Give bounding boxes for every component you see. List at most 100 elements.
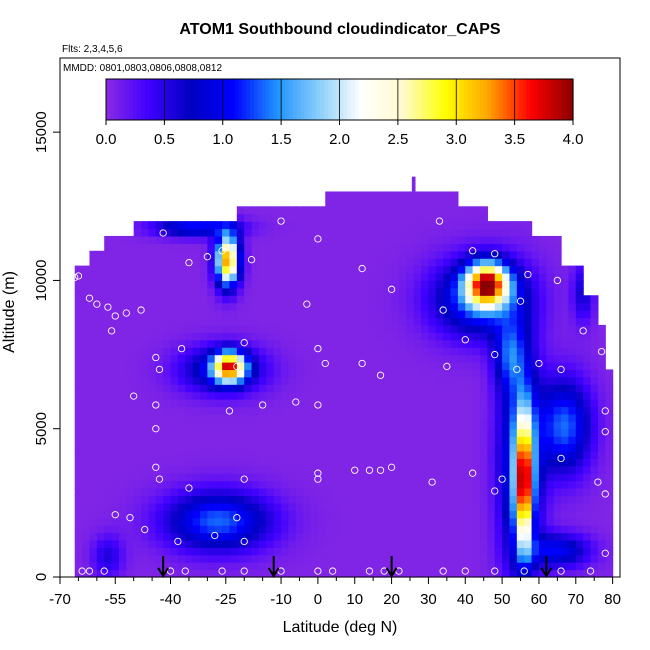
heat-cell [421, 354, 430, 363]
heat-cell [502, 221, 511, 230]
sample-point [524, 270, 532, 279]
heat-cell [266, 436, 275, 445]
heat-cell [398, 295, 407, 304]
heat-cell [398, 480, 407, 489]
heat-cell [214, 480, 223, 489]
heat-cell [524, 310, 533, 319]
heat-cell [82, 502, 91, 511]
heat-cell [421, 539, 430, 548]
colorbar-segment [397, 79, 403, 120]
heat-cell [74, 547, 83, 556]
heat-cell [509, 280, 518, 289]
colorbar-segment [432, 79, 438, 120]
heat-cell [546, 339, 555, 348]
heat-cell [177, 458, 186, 467]
heat-cell [310, 562, 319, 571]
heat-cell [524, 235, 533, 244]
heat-cell [74, 436, 83, 445]
heat-cell [575, 295, 584, 304]
heat-cell [104, 428, 113, 437]
heat-cell [494, 361, 503, 370]
heat-cell [362, 243, 371, 252]
heat-cell [126, 554, 135, 563]
heat-cell [170, 228, 179, 237]
colorbar-segment [312, 79, 317, 120]
heat-cell [340, 243, 348, 252]
heat-cell [384, 525, 393, 534]
heat-cell [362, 436, 371, 445]
heat-cell [443, 198, 452, 207]
heat-cell [207, 287, 216, 296]
heat-cell [553, 295, 562, 304]
heat-cell [317, 413, 326, 422]
heat-cell [406, 221, 415, 230]
heat-cell [369, 206, 378, 215]
heat-cell [465, 317, 474, 326]
heat-cell [258, 495, 267, 504]
heat-cell [597, 339, 606, 348]
heat-cell [406, 191, 415, 200]
heat-cell [104, 421, 113, 430]
heat-cell [435, 302, 444, 311]
sample-point [535, 359, 543, 368]
heat-cell [391, 450, 400, 459]
sample-point [152, 401, 160, 409]
heat-cell [141, 421, 150, 430]
heat-cell [303, 206, 312, 215]
heat-cell [480, 391, 488, 400]
colorbar-segment [440, 79, 446, 120]
heat-cell [465, 206, 474, 215]
heat-cell [376, 273, 385, 282]
heat-cell [583, 310, 592, 319]
colorbar-segment [234, 79, 239, 120]
heat-cell [229, 554, 238, 563]
heat-cell [229, 406, 238, 415]
heat-cell [317, 391, 326, 400]
heat-cell [317, 324, 326, 333]
heat-cell [413, 265, 422, 274]
heat-cell [133, 443, 142, 452]
heat-cell [251, 228, 260, 237]
heat-cell [472, 302, 481, 311]
heat-cell [303, 221, 312, 230]
heat-cell [509, 250, 518, 259]
heat-cell [177, 465, 186, 474]
heat-cell [332, 287, 341, 296]
heat-cell [229, 502, 238, 511]
heat-cell [354, 532, 363, 541]
heat-cell [391, 458, 400, 467]
heat-cell [258, 539, 267, 548]
heat-cell [82, 458, 91, 467]
heat-cell [244, 532, 253, 541]
heat-cell [413, 406, 422, 415]
heat-cell [597, 525, 606, 534]
heat-cell [192, 317, 201, 326]
heat-cell [531, 517, 540, 526]
heat-cell [553, 243, 562, 252]
heat-cell [170, 391, 179, 400]
colorbar-segment [347, 79, 352, 120]
heat-cell [207, 235, 216, 244]
heat-cell [155, 517, 164, 526]
heat-cell [457, 295, 466, 304]
heat-cell [583, 347, 592, 356]
heat-cell [524, 302, 533, 311]
heat-cell [177, 361, 186, 370]
heat-cell [207, 539, 216, 548]
heat-cell [236, 495, 245, 504]
heat-cell [266, 310, 275, 319]
heat-cell [531, 347, 540, 356]
heat-cell [325, 206, 334, 215]
heat-cell [487, 421, 496, 430]
heat-cell [398, 495, 407, 504]
heat-cell [391, 413, 400, 422]
heat-cell [258, 280, 267, 289]
heat-cell [258, 310, 267, 319]
heat-cell [229, 287, 238, 296]
heat-cell [155, 317, 164, 326]
heat-cell [155, 421, 164, 430]
heat-cell [561, 480, 570, 489]
heat-cell [568, 547, 577, 556]
heat-cell [428, 221, 437, 230]
heat-cell [487, 361, 496, 370]
